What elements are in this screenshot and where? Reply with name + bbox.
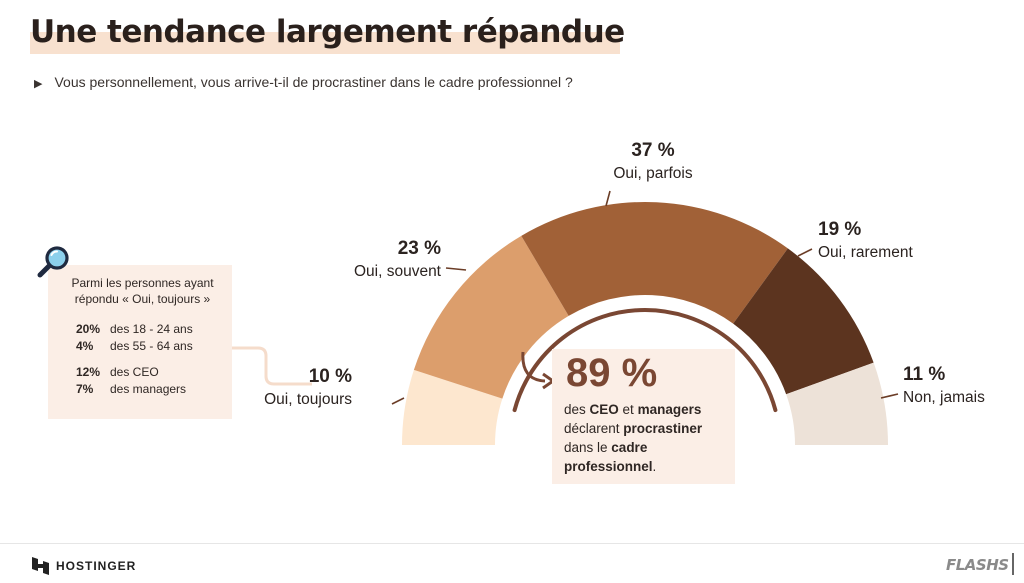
- key-figure-emphasis: procrastiner: [623, 421, 703, 436]
- key-figure-emphasis: CEO: [589, 402, 619, 417]
- key-figure-emphasis: managers: [637, 402, 702, 417]
- callout-arrow: [521, 351, 546, 383]
- flash-tag: FLASHS: [946, 556, 1009, 574]
- title-block: Une tendance largement répandue: [30, 14, 625, 54]
- info-label: des 18 - 24 ans: [110, 322, 193, 336]
- slice-category-label: Oui, parfois: [613, 165, 693, 182]
- key-figure-fragment: et: [618, 402, 638, 417]
- inner-accent-arc: [512, 308, 778, 413]
- magnifier-icon: [37, 246, 69, 278]
- key-figure-text: des CEO et managers déclarent procrastin…: [564, 400, 732, 476]
- title-highlight: [30, 32, 620, 54]
- slice-category-label: Non, jamais: [903, 389, 985, 406]
- key-figure-callout: 89 % des CEO et managers déclarent procr…: [552, 349, 735, 484]
- slice-value-label: 23 %: [398, 238, 441, 259]
- info-box: Parmi les personnes ayant répondu « Oui,…: [48, 265, 232, 419]
- slice-2: [521, 202, 788, 324]
- page-title: Une tendance largement répandue: [30, 14, 625, 50]
- info-pct: 20%: [76, 322, 101, 336]
- brand-logo: HOSTINGER: [32, 557, 136, 575]
- slice-1: [413, 235, 569, 399]
- hostinger-logo-icon: [32, 557, 49, 575]
- key-figure-value: 89 %: [566, 351, 658, 395]
- info-row: 4% des 55 - 64 ans: [76, 339, 193, 353]
- key-figure-emphasis: cadre professionnel: [564, 440, 653, 474]
- info-pct: 7%: [76, 382, 94, 396]
- key-figure-fragment: des: [564, 402, 590, 417]
- info-row: 7% des managers: [76, 382, 186, 396]
- slice-category-label: Oui, rarement: [818, 244, 913, 261]
- slice-value-label: 10 %: [309, 366, 352, 387]
- brand-name: HOSTINGER: [56, 559, 137, 573]
- slice-value-label: 37 %: [631, 140, 674, 161]
- survey-question: ▶ Vous personnellement, vous arrive-t-il …: [34, 74, 573, 90]
- key-figure-fragment: .: [652, 459, 657, 474]
- infobox-connector: [232, 346, 312, 386]
- footer-divider: [0, 543, 1024, 544]
- key-figure-fragment: déclarent: [564, 421, 624, 436]
- leader-line: [445, 267, 467, 271]
- info-pct: 4%: [76, 339, 94, 353]
- leader-line: [880, 393, 899, 399]
- footer-bar: [1012, 553, 1014, 575]
- info-pct: 12%: [76, 365, 101, 379]
- slice-4: [786, 362, 888, 445]
- key-figure-fragment: dans le: [564, 440, 612, 455]
- slice-category-label: Oui, souvent: [354, 263, 442, 280]
- leader-line: [797, 248, 813, 257]
- info-label: des managers: [110, 382, 187, 396]
- leader-line: [391, 397, 405, 405]
- info-intro: Parmi les personnes ayant répondu « Oui,…: [71, 276, 214, 306]
- triangle-bullet-icon: ▶: [34, 78, 43, 90]
- slice-value-label: 11 %: [903, 364, 945, 385]
- info-row: 20% des 18 - 24 ans: [76, 322, 193, 336]
- question-text: Vous personnellement, vous arrive-t-il d…: [54, 74, 573, 90]
- info-label: des 55 - 64 ans: [110, 339, 193, 353]
- info-label: des CEO: [110, 365, 159, 379]
- slice-3: [733, 248, 874, 395]
- slice-0: [402, 369, 503, 445]
- info-row: 12% des CEO: [76, 365, 159, 379]
- slice-category-label: Oui, toujours: [264, 391, 352, 408]
- slice-value-label: 19 %: [818, 219, 861, 240]
- leader-line: [605, 190, 611, 207]
